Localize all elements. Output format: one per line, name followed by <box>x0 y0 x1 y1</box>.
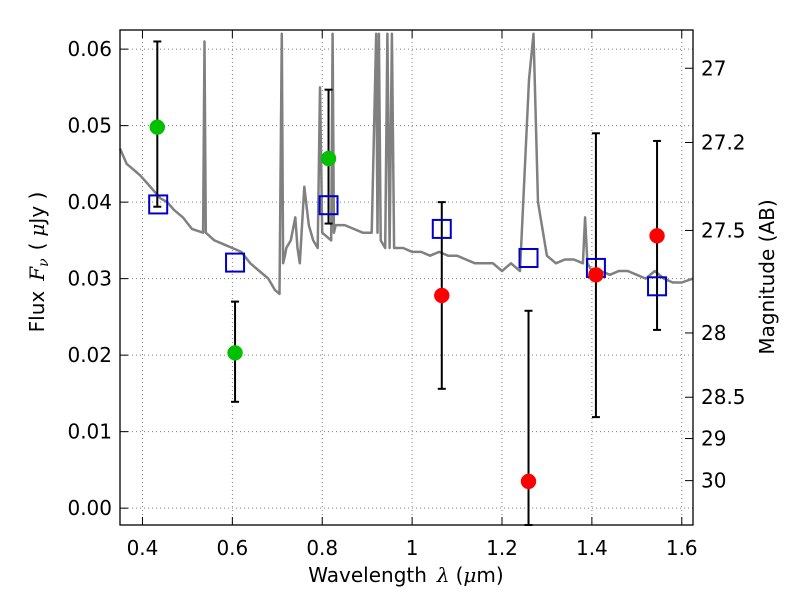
right-tick-label: 30 <box>701 469 726 493</box>
x-tick-label: 0.4 <box>127 536 159 560</box>
x-tick-label: 1.4 <box>576 536 608 560</box>
right-axis-title: Magnitude (AB) <box>755 199 779 354</box>
x-tick-label: 1 <box>406 536 419 560</box>
model-square <box>518 247 539 268</box>
model-square <box>148 194 169 215</box>
x-axis-ticks: 0.4 0.6 0.8 1 1.2 1.4 1.6 <box>127 30 698 560</box>
x-axis-title: Wavelength λ (μm) <box>308 563 503 587</box>
y-tick-label: 0.01 <box>67 420 112 444</box>
x-tick-label: 1.2 <box>486 536 518 560</box>
green-point <box>149 119 166 135</box>
x-tick-label: 1.6 <box>666 536 698 560</box>
x-axis-unit-open: ( <box>456 563 464 587</box>
right-tick-label: 29 <box>701 427 726 451</box>
model-square <box>225 252 246 273</box>
grid <box>120 30 693 525</box>
right-tick-label: 27.2 <box>701 130 746 154</box>
y-tick-label: 0.05 <box>67 114 112 138</box>
y-axis-subscript: ν <box>36 258 52 267</box>
y-axis-unit-close: Jy ) <box>25 192 49 226</box>
model-square <box>318 195 339 216</box>
x-axis-title-text: Wavelength <box>308 563 427 587</box>
right-tick-label: 28.5 <box>701 385 746 409</box>
model-square <box>647 276 668 297</box>
green-point <box>227 345 243 361</box>
model-square <box>431 218 452 239</box>
y-axis-unit-mu: μ <box>25 224 49 237</box>
right-tick-label: 27.5 <box>701 218 746 242</box>
y-axis-symbol: F <box>25 266 49 282</box>
y-tick-label: 0.03 <box>67 267 112 291</box>
green-point <box>320 150 337 167</box>
red-point <box>520 473 537 490</box>
y-axis-unit-open: ( <box>25 243 49 251</box>
x-axis-unit-mu: μ <box>463 563 476 587</box>
red-point <box>649 228 665 244</box>
right-axis-ticks: 27 27.2 27.5 28 28.5 29 30 <box>685 56 746 493</box>
model-square-layer <box>148 194 668 297</box>
y-tick-label: 0.06 <box>67 37 112 61</box>
x-axis-unit-close: m) <box>476 563 503 587</box>
x-axis-symbol: λ <box>436 563 450 587</box>
photometry-point-layer <box>149 119 665 490</box>
spectrum-line <box>118 32 694 296</box>
red-point <box>588 267 604 283</box>
y-axis-title: Flux Fν ( μJy ) <box>25 192 52 333</box>
y-tick-label: 0.00 <box>67 496 112 520</box>
red-point <box>434 287 450 304</box>
plot-frame <box>119 29 694 526</box>
y-axis-ticks: 0.00 0.01 0.02 0.03 0.04 0.05 0.06 <box>67 37 128 520</box>
y-tick-label: 0.02 <box>67 343 112 367</box>
y-tick-label: 0.04 <box>67 190 112 214</box>
x-tick-label: 0.6 <box>216 536 248 560</box>
y-axis-title-text: Flux <box>25 291 49 333</box>
right-tick-label: 28 <box>701 321 726 345</box>
right-tick-label: 27 <box>701 56 726 80</box>
x-tick-label: 0.8 <box>306 536 338 560</box>
spectrum-line-layer <box>118 32 694 296</box>
